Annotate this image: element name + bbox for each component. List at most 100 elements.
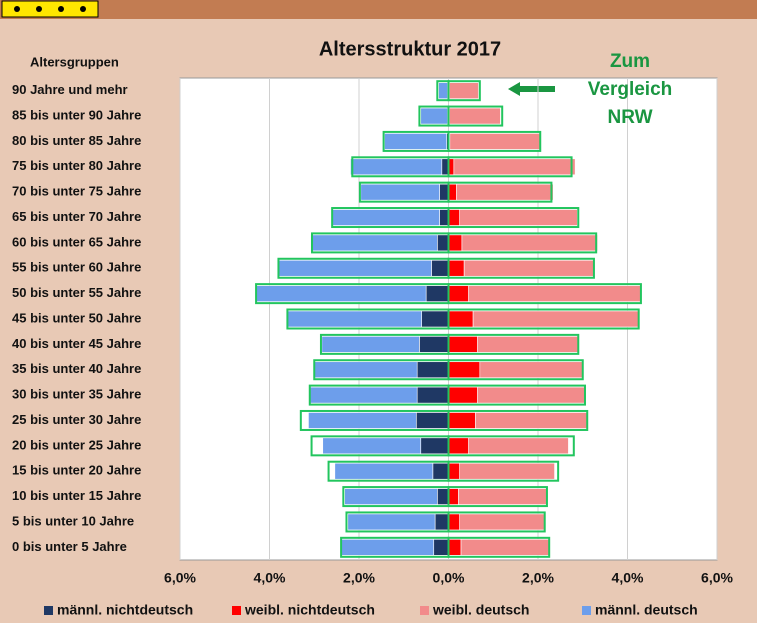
bar (448, 183, 457, 201)
bar (431, 259, 449, 277)
annotation: Zum (610, 51, 650, 72)
icon-dot (58, 6, 64, 12)
bar (459, 462, 555, 480)
bar (286, 310, 422, 328)
x-tick-label: 2,0% (343, 570, 375, 586)
bar (449, 107, 501, 125)
bar (460, 539, 550, 556)
y-tick-label: 70 bis unter 75 Jahre (12, 184, 141, 199)
comparison-outline (447, 207, 580, 229)
legend-swatch (582, 606, 591, 615)
bar (449, 133, 541, 150)
annotation: Vergleich (588, 79, 673, 100)
window-icon (1, 0, 99, 18)
y-tick-label: 65 bis unter 70 Jahre (12, 209, 141, 224)
comparison-outline (447, 359, 584, 381)
y-tick-label: 0 bis unter 5 Jahre (12, 539, 127, 554)
y-tick-label: 50 bis unter 55 Jahre (12, 285, 141, 300)
bar (425, 285, 449, 302)
bar (321, 336, 420, 353)
icon-dot (14, 6, 20, 12)
bar (360, 183, 440, 201)
bar (477, 336, 579, 353)
bar (448, 361, 481, 379)
bar (314, 361, 418, 379)
x-tick-label: 4,0% (612, 570, 644, 586)
x-tick-label: 4,0% (254, 570, 286, 586)
bar (309, 386, 418, 404)
y-tick-label: 40 bis unter 45 Jahre (12, 336, 141, 351)
bar (415, 412, 449, 429)
arrow (508, 82, 555, 96)
y-tick-label: 60 bis unter 65 Jahre (12, 234, 141, 249)
bar (472, 310, 639, 328)
bar (448, 285, 469, 302)
legend-label: weibl. deutsch (432, 602, 529, 618)
bar (448, 386, 478, 404)
header-bar (0, 0, 757, 19)
bar (310, 234, 438, 252)
bar (419, 336, 449, 353)
bar (475, 412, 588, 429)
comparison-outline (447, 130, 542, 152)
x-tick-label: 6,0% (164, 570, 196, 586)
bar (459, 513, 545, 531)
legend-label: männl. deutsch (595, 602, 698, 618)
comparison-outline (447, 181, 553, 203)
bar (334, 462, 434, 480)
bar (437, 234, 449, 252)
bar (347, 513, 436, 531)
bar (448, 259, 465, 277)
bar (458, 488, 548, 505)
y-tick-label: 25 bis unter 30 Jahre (12, 412, 141, 427)
x-tick-label: 2,0% (522, 570, 554, 586)
category-header: Altersgruppen (30, 54, 119, 69)
bar (459, 209, 578, 226)
bar (448, 539, 462, 556)
y-tick-label: 75 bis unter 80 Jahre (12, 158, 141, 173)
bar (344, 488, 438, 505)
y-tick-label: 15 bis unter 20 Jahre (12, 463, 141, 478)
bar (448, 234, 463, 252)
comparison-outline (447, 333, 580, 355)
bar (416, 386, 449, 404)
comparison-outline (447, 409, 589, 431)
comparison-outline (447, 105, 504, 127)
y-tick-label: 80 bis unter 85 Jahre (12, 133, 141, 148)
bar (332, 209, 440, 226)
bar (463, 259, 594, 277)
legend-swatch (232, 606, 241, 615)
bar (420, 107, 448, 125)
bar (432, 462, 449, 480)
y-tick-label: 85 bis unter 90 Jahre (12, 107, 141, 122)
y-tick-label: 35 bis unter 40 Jahre (12, 361, 141, 376)
comparison-outline (447, 384, 586, 406)
icon-dot (36, 6, 42, 12)
bar (439, 183, 449, 201)
bar (448, 336, 478, 353)
comparison-outline (447, 156, 573, 178)
comparison-outline (447, 232, 598, 254)
legend-label: weibl. nichtdeutsch (244, 602, 375, 618)
comparison-outline (447, 308, 640, 330)
bar (453, 158, 576, 176)
bar (308, 412, 417, 429)
y-tick-label: 30 bis unter 35 Jahre (12, 387, 141, 402)
comparison-outline (447, 486, 548, 508)
bar (448, 513, 460, 531)
bar (449, 82, 479, 99)
y-tick-label: 5 bis unter 10 Jahre (12, 513, 134, 528)
x-tick-label: 6,0% (701, 570, 733, 586)
y-tick-label: 55 bis unter 60 Jahre (12, 260, 141, 275)
bar (441, 158, 449, 176)
y-tick-label: 10 bis unter 15 Jahre (12, 488, 141, 503)
bar (448, 488, 459, 505)
comparison-outline (447, 536, 551, 558)
bar (448, 310, 474, 328)
comparison-outline (447, 283, 642, 305)
bar (420, 437, 449, 455)
bar (461, 234, 598, 252)
bar (479, 361, 584, 379)
legend-label: männl. nichtdeutsch (57, 602, 193, 618)
